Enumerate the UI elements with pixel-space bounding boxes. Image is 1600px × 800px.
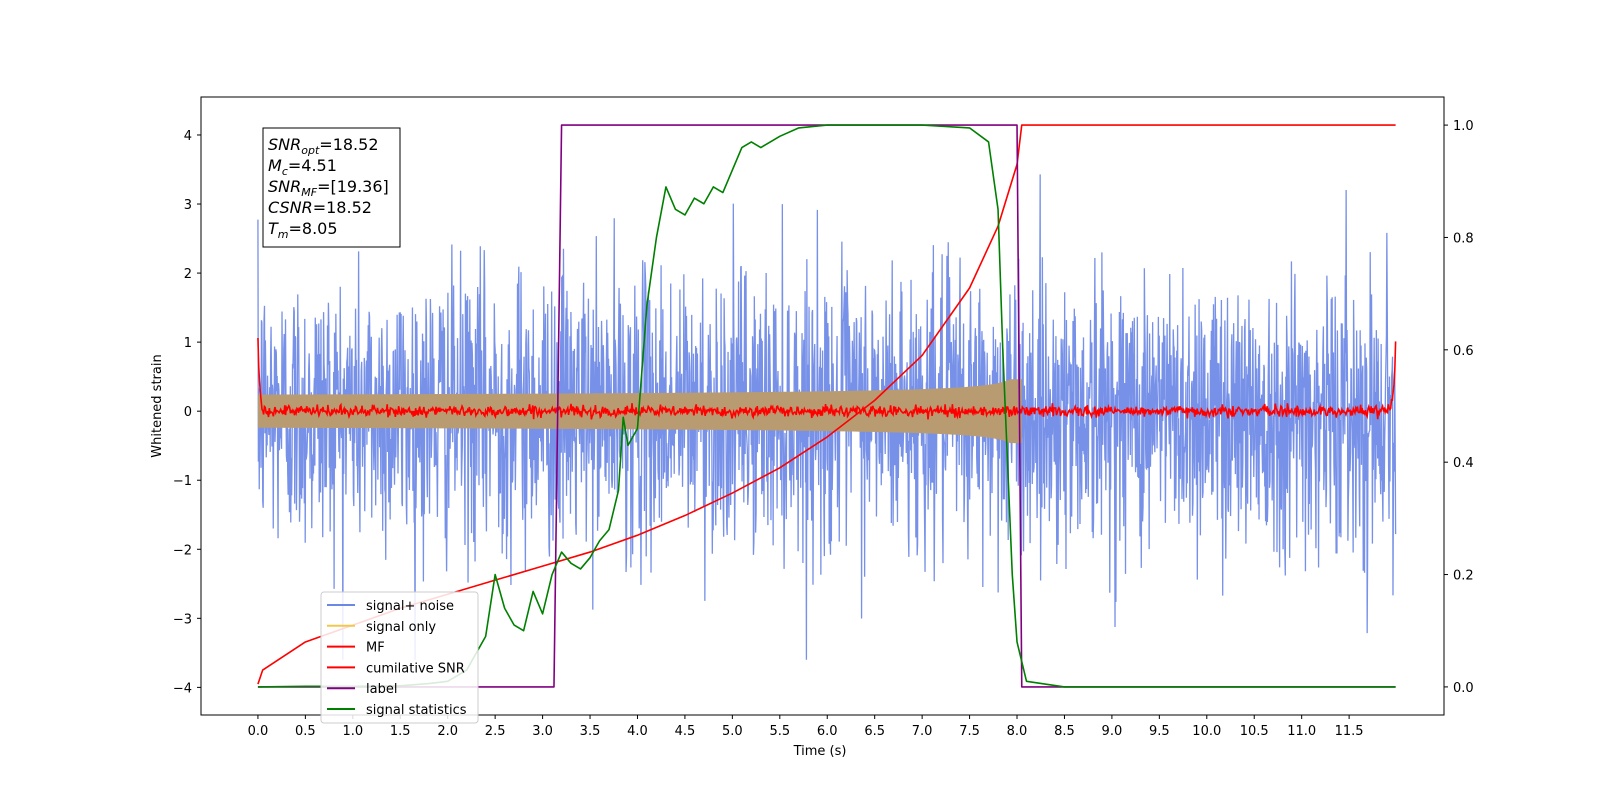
x-tick-label: 1.5 <box>390 724 411 739</box>
annotation-subscript: c <box>282 165 288 178</box>
y2-tick-label: 0.8 <box>1453 231 1474 246</box>
annotation-line: SNRopt=18.52 <box>268 135 379 157</box>
series-signal-plus-noise <box>257 174 1397 660</box>
annotation-box: SNRopt=18.52Mc=4.51SNRMF=[19.36]CSNR=18.… <box>262 127 401 248</box>
annotation-frame <box>262 127 401 248</box>
x-tick-label: 4.5 <box>675 724 696 739</box>
x-tick-label: 1.0 <box>342 724 363 739</box>
x-tick-label: 2.5 <box>485 724 506 739</box>
x-tick-label: 7.5 <box>959 724 980 739</box>
x-tick-label: 7.0 <box>912 724 933 739</box>
y2-tick-label: 0.6 <box>1453 344 1474 359</box>
legend: signal+ noise signal only MF cumilative SNR… <box>320 591 479 724</box>
y2-tick-label: 0.2 <box>1453 569 1474 584</box>
y2-tick-label: 0.4 <box>1453 456 1474 471</box>
annotation-symbol: SNR <box>268 135 301 154</box>
x-tick-label: 11.0 <box>1287 724 1316 739</box>
y-tick-label: 4 <box>184 129 192 144</box>
annotation-line: Tm=8.05 <box>268 219 338 241</box>
x-tick-label: 0.0 <box>248 724 269 739</box>
annotation-symbol: SNR <box>268 177 301 196</box>
x-tick-label: 11.5 <box>1335 724 1364 739</box>
annotation-subscript: opt <box>301 144 320 157</box>
legend-label: label <box>366 682 397 697</box>
x-tick-label: 3.0 <box>532 724 553 739</box>
legend-label: signal only <box>366 620 436 635</box>
annotation-line: CSNR=18.52 <box>268 198 372 217</box>
x-tick-label: 9.5 <box>1149 724 1170 739</box>
legend-label: MF <box>366 641 385 656</box>
x-tick-label: 5.5 <box>769 724 790 739</box>
y-tick-label: 2 <box>184 267 192 282</box>
annotation-subscript: m <box>278 228 289 241</box>
annotation-symbol: T <box>268 219 279 238</box>
series-signal-statistics <box>257 124 1396 688</box>
x-tick-label: 4.0 <box>627 724 648 739</box>
legend-label: cumilative SNR <box>366 661 465 676</box>
annotation-symbol: M <box>268 156 282 175</box>
x-axis-title: Time (s) <box>793 744 847 759</box>
y-tick-label: 1 <box>184 336 192 351</box>
annotation-value: =18.52 <box>319 135 378 154</box>
annotation-value: =4.51 <box>288 156 337 175</box>
y-tick-label: 3 <box>184 198 192 213</box>
y2-tick-label: 0.0 <box>1453 681 1474 696</box>
legend-label: signal+ noise <box>366 599 454 614</box>
x-tick-label: 5.0 <box>722 724 743 739</box>
legend-label: signal statistics <box>366 703 467 718</box>
annotation-value: =[19.36] <box>317 177 389 196</box>
annotation-symbol: CSNR <box>268 198 313 217</box>
series-mf <box>257 337 1397 420</box>
y-tick-label: −4 <box>173 681 192 696</box>
y-tick-label: −3 <box>173 612 192 627</box>
y-axis-left: 4 3 2 1 0 −1 −2 −3 −4 <box>173 129 201 696</box>
x-tick-label: 2.0 <box>437 724 458 739</box>
x-tick-label: 8.5 <box>1054 724 1075 739</box>
legend-frame <box>320 591 479 724</box>
x-tick-label: 10.5 <box>1240 724 1269 739</box>
x-tick-label: 10.0 <box>1192 724 1221 739</box>
y-tick-label: 0 <box>184 405 192 420</box>
annotation-value: =18.52 <box>313 198 372 217</box>
x-tick-label: 9.0 <box>1102 724 1123 739</box>
x-tick-label: 6.5 <box>864 724 885 739</box>
annotation-subscript: MF <box>301 186 317 199</box>
x-tick-label: 6.0 <box>817 724 838 739</box>
annotation-line: Mc=4.51 <box>268 156 337 178</box>
x-tick-label: 3.5 <box>580 724 601 739</box>
annotation-value: =8.05 <box>289 219 338 238</box>
y-axis-right: 1.0 0.8 0.6 0.4 0.2 0.0 <box>1444 119 1474 696</box>
annotation-line: SNRMF=[19.36] <box>268 177 389 199</box>
x-tick-label: 8.0 <box>1007 724 1028 739</box>
y2-tick-label: 1.0 <box>1453 119 1474 134</box>
y-tick-label: −1 <box>173 474 192 489</box>
plot-frame <box>200 96 1445 716</box>
y-axis-title: Whitened strain <box>150 354 165 457</box>
x-tick-label: 0.5 <box>295 724 316 739</box>
y-tick-label: −2 <box>173 543 192 558</box>
